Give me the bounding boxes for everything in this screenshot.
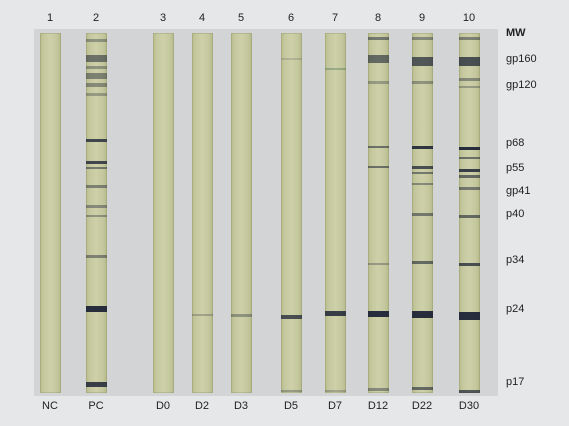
test-strip (153, 33, 174, 393)
test-strip (281, 33, 302, 393)
lane-number: 4 (198, 12, 206, 24)
mw-marker-label: p40 (506, 208, 525, 220)
test-strip (368, 33, 389, 393)
lane-number: 7 (331, 12, 339, 24)
lane-number: 2 (92, 12, 100, 24)
lane-number: 1 (46, 12, 54, 24)
mw-marker-label: p68 (506, 137, 525, 149)
lane-condition-label: D3 (233, 400, 249, 412)
lane-number: 3 (159, 12, 167, 24)
lane-number: 10 (462, 12, 476, 24)
test-strip (86, 33, 107, 393)
test-strip (192, 33, 213, 393)
lane-condition-label: D2 (194, 400, 210, 412)
test-strip (459, 33, 480, 393)
mw-header: MW (506, 27, 526, 39)
lane-condition-label: PC (88, 400, 104, 412)
mw-marker-label: gp160 (506, 53, 537, 65)
test-strip (231, 33, 252, 393)
lane-number: 5 (237, 12, 245, 24)
test-strip (412, 33, 433, 393)
mw-marker-label: gp120 (506, 79, 537, 91)
lane-condition-label: D5 (283, 400, 299, 412)
lane-condition-label: D0 (155, 400, 171, 412)
lane-condition-label: D30 (458, 400, 480, 412)
test-strip (40, 33, 61, 393)
mw-marker-label: p24 (506, 303, 525, 315)
mw-marker-label: p34 (506, 254, 525, 266)
mw-marker-label: p17 (506, 376, 525, 388)
lane-number: 9 (418, 12, 426, 24)
lane-condition-label: D7 (327, 400, 343, 412)
mw-marker-label: gp41 (506, 185, 531, 197)
lane-number: 8 (374, 12, 382, 24)
lane-condition-label: D12 (367, 400, 389, 412)
lane-condition-label: NC (42, 400, 58, 412)
lane-condition-label: D22 (411, 400, 433, 412)
mw-marker-label: p55 (506, 162, 525, 174)
test-strip (325, 33, 346, 393)
lane-number: 6 (287, 12, 295, 24)
